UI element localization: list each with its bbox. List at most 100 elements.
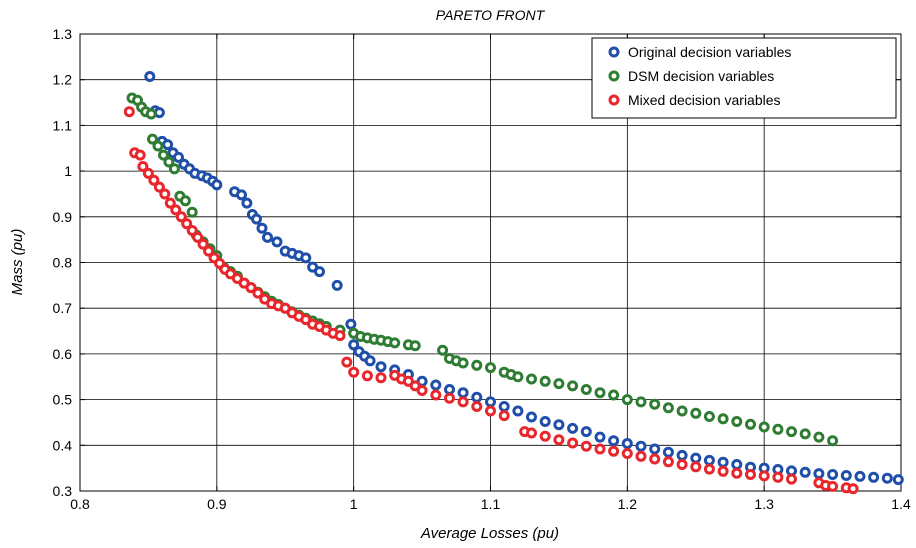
data-point <box>192 231 204 243</box>
data-point <box>635 396 647 408</box>
data-point <box>430 379 442 391</box>
data-point <box>526 373 537 385</box>
data-point <box>553 419 565 431</box>
data-point <box>334 330 346 342</box>
data-point <box>170 204 182 216</box>
data-point <box>662 456 674 468</box>
data-point <box>745 418 756 430</box>
data-point <box>197 238 209 250</box>
data-point <box>175 211 187 223</box>
data-point <box>567 437 579 449</box>
data-point <box>580 440 592 452</box>
y-tick-label: 1.1 <box>53 117 73 133</box>
data-point <box>498 401 510 412</box>
data-point <box>827 480 839 492</box>
data-point <box>717 413 729 425</box>
data-point <box>567 380 579 392</box>
data-point <box>690 452 702 464</box>
data-point <box>163 156 175 168</box>
data-point <box>690 407 702 419</box>
data-point <box>134 149 146 161</box>
data-point <box>840 470 852 481</box>
data-point <box>649 453 661 465</box>
data-point <box>717 456 729 468</box>
data-point <box>772 471 784 483</box>
data-point <box>608 445 620 457</box>
data-point <box>621 438 633 449</box>
data-point <box>375 361 387 373</box>
x-tick-label: 0.8 <box>70 496 90 512</box>
y-tick-label: 0.9 <box>53 209 73 225</box>
data-point <box>854 470 866 482</box>
data-point <box>621 394 633 406</box>
data-point <box>471 401 483 412</box>
data-point <box>361 370 373 382</box>
data-point <box>635 450 647 462</box>
data-point <box>731 416 743 427</box>
data-point <box>703 411 715 422</box>
data-point <box>241 197 253 209</box>
data-point <box>457 357 469 369</box>
data-point <box>211 179 223 191</box>
data-point <box>553 378 565 390</box>
data-point <box>745 469 756 480</box>
data-point <box>526 411 537 423</box>
data-point <box>457 396 469 408</box>
data-point <box>471 391 483 403</box>
data-point <box>594 387 606 399</box>
legend-marker <box>608 70 620 82</box>
data-point <box>153 107 165 119</box>
x-tick-label: 1 <box>350 496 358 512</box>
data-point <box>676 459 688 470</box>
y-tick-label: 0.7 <box>53 300 73 316</box>
data-point <box>772 423 784 435</box>
x-tick-label: 1.2 <box>618 496 638 512</box>
data-point <box>649 398 661 410</box>
data-point <box>580 426 592 438</box>
legend-marker <box>608 46 620 58</box>
series-3-points <box>123 106 859 495</box>
data-point <box>348 366 360 378</box>
y-tick-label: 0.5 <box>53 392 73 408</box>
data-point <box>621 448 633 459</box>
x-axis-title: Average Losses (pu) <box>420 525 559 542</box>
data-point <box>662 446 674 458</box>
data-point <box>364 355 376 367</box>
data-point <box>827 435 839 447</box>
axis-ticks: 0.8 0.9 1 1.1 1.2 1.3 1.4 0.3 0.4 0.5 0.6 0.7 0.8 0.9… <box>53 26 911 512</box>
x-tick-label: 1.3 <box>754 496 774 512</box>
data-point <box>341 356 353 368</box>
data-point <box>892 474 904 486</box>
data-point <box>300 252 312 264</box>
data-point <box>331 279 343 291</box>
data-point <box>731 467 743 479</box>
legend-box <box>591 37 897 119</box>
x-tick-label: 1.1 <box>481 496 501 512</box>
data-point <box>375 372 387 384</box>
data-point <box>444 392 455 404</box>
legend-label: Mixed decision variables <box>628 92 781 108</box>
data-point <box>847 483 859 495</box>
data-point <box>345 318 357 330</box>
data-point <box>526 427 537 439</box>
data-point <box>314 266 325 278</box>
data-point <box>251 213 262 225</box>
data-point <box>567 422 579 434</box>
data-point <box>649 443 661 455</box>
data-point <box>553 434 565 446</box>
series-1-points <box>144 71 904 486</box>
data-point <box>153 181 165 193</box>
data-point <box>430 389 442 401</box>
data-point <box>758 421 770 433</box>
x-tick-label: 1.4 <box>891 496 911 512</box>
data-point <box>539 416 551 427</box>
data-point <box>703 454 715 466</box>
y-tick-label: 1.2 <box>53 72 73 88</box>
data-point <box>676 405 688 417</box>
data-point <box>512 371 524 383</box>
y-tick-label: 0.6 <box>53 346 73 362</box>
series-2-points <box>126 92 839 447</box>
data-point <box>539 430 551 442</box>
data-point <box>608 389 620 401</box>
